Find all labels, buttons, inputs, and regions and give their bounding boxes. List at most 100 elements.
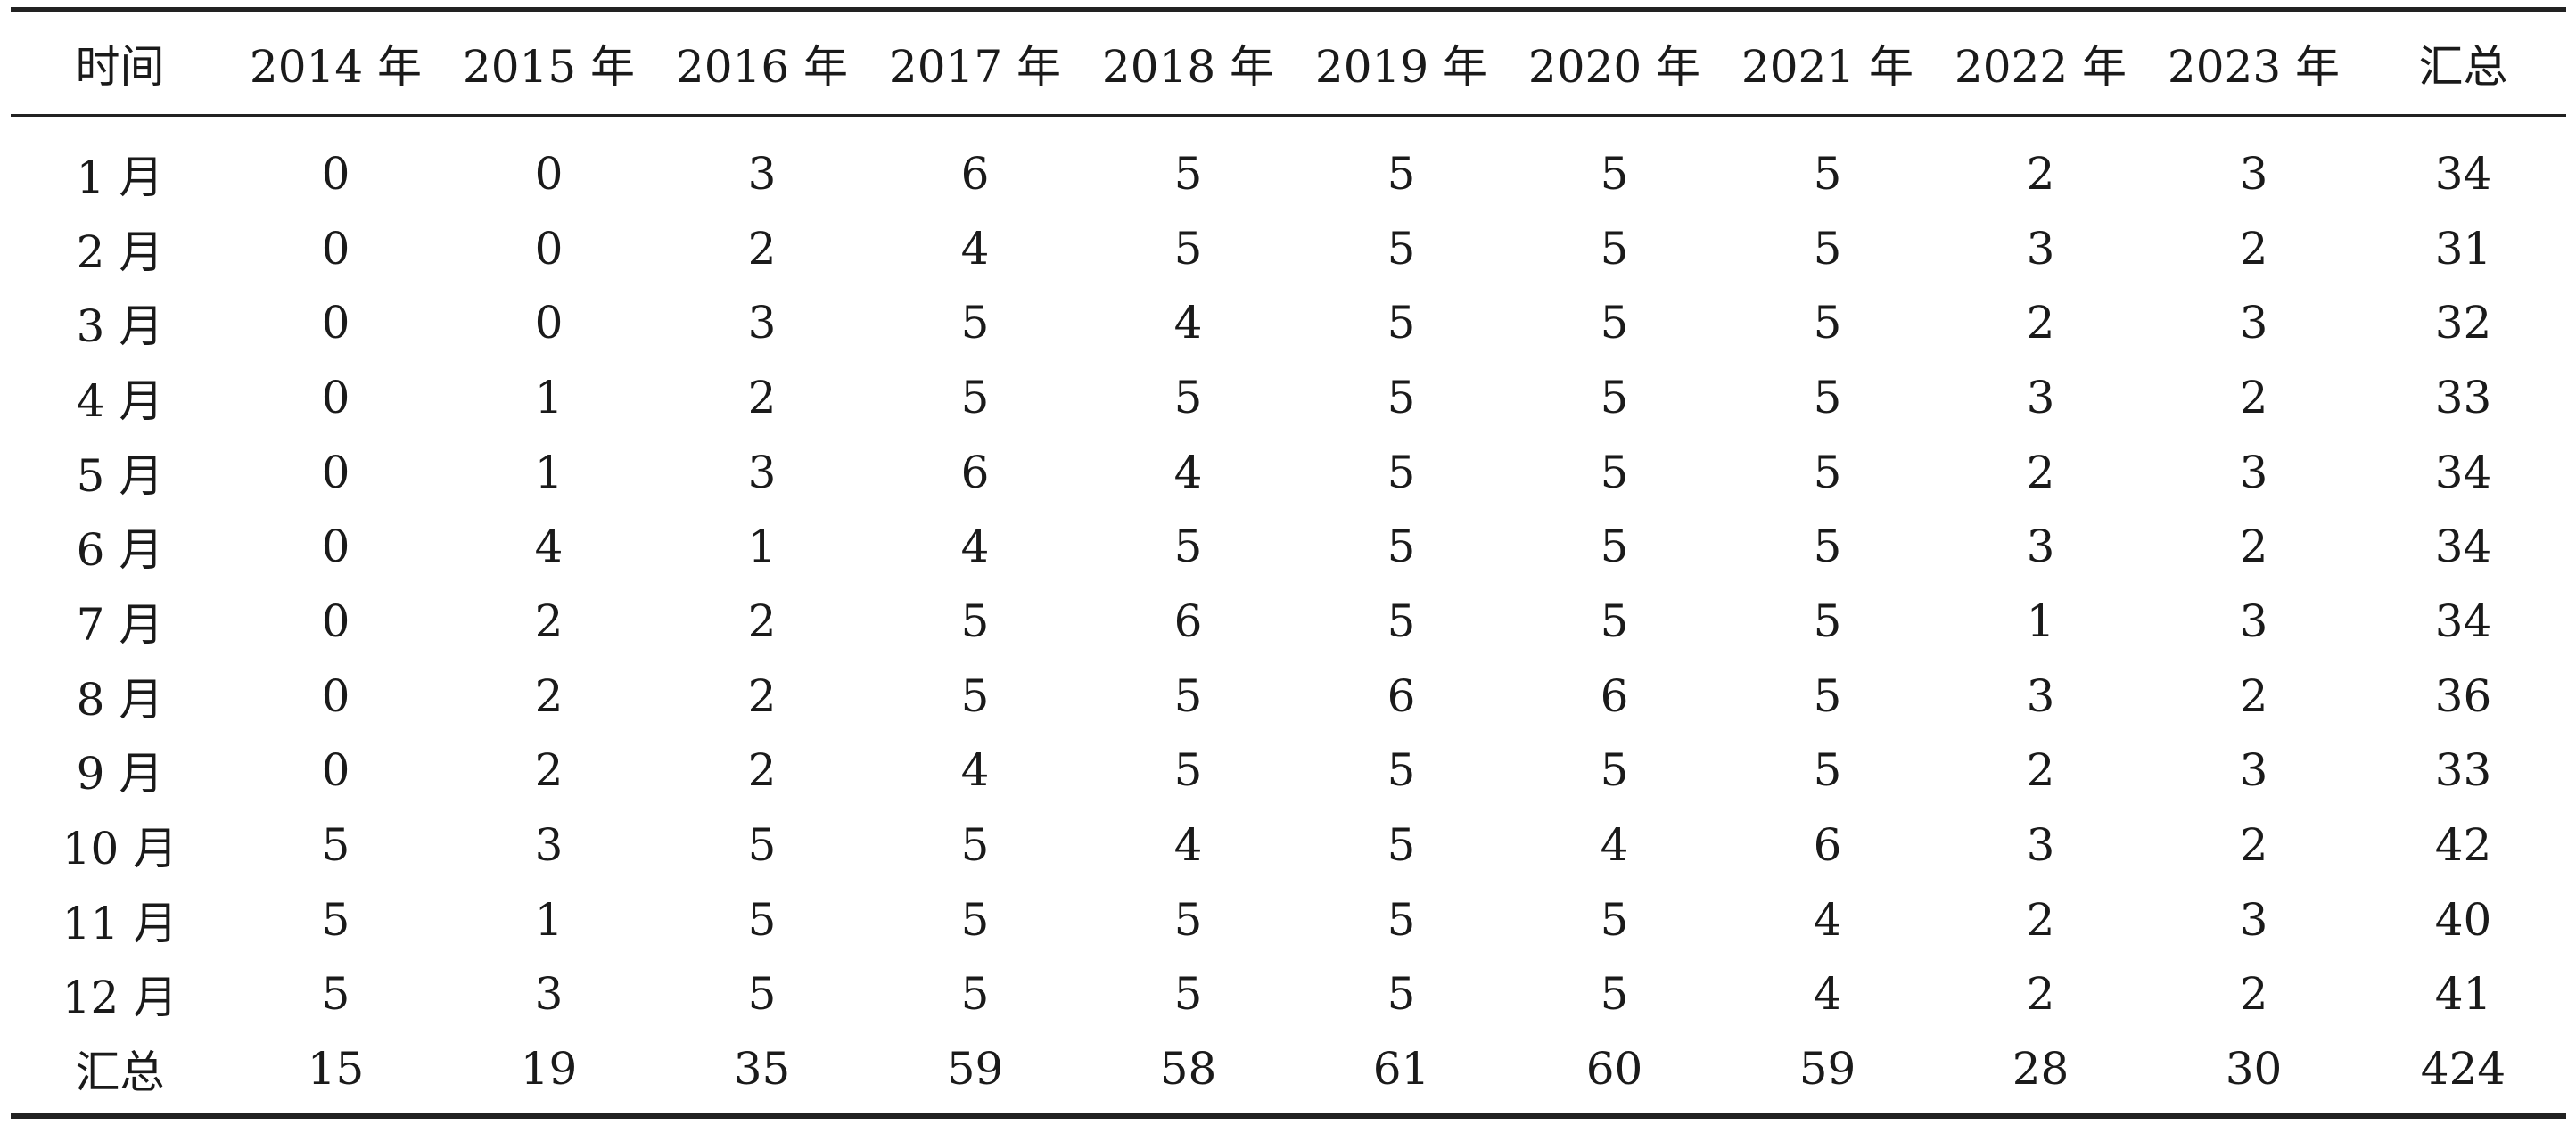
table-cell: 1 xyxy=(747,521,777,573)
table-cell: 2 xyxy=(747,669,777,722)
table-cell: 2 xyxy=(2026,744,2055,797)
table-cell: 5 xyxy=(1813,744,1842,797)
table-cell: 0 xyxy=(321,371,350,423)
column-header-year: 2019 年 xyxy=(1295,7,1508,117)
table-cell: 40 xyxy=(2434,893,2492,946)
table-cell: 5 xyxy=(1813,595,1842,647)
table-cell: 59 xyxy=(868,1031,1082,1119)
table-cell: 19 xyxy=(442,1031,655,1119)
table-cell: 1 xyxy=(2026,595,2055,647)
table-cell: 3 xyxy=(747,297,777,349)
table-cell: 0 xyxy=(321,744,350,797)
table-row: 11 月 5 1 5 5 5 5 5 4 2 3 40 xyxy=(11,882,2566,957)
table-cell: 1 xyxy=(534,371,564,423)
table-cell: 2 xyxy=(2026,893,2055,946)
row-label-cell: 7 月 xyxy=(76,598,164,651)
table-cell: 35 xyxy=(655,1031,868,1119)
table-cell: 0 xyxy=(321,147,350,200)
table-cell: 4 xyxy=(534,521,564,573)
table-cell: 4 xyxy=(1173,297,1203,349)
table-cell: 3 xyxy=(2026,371,2055,423)
table-row: 4 月 0 1 2 5 5 5 5 5 3 2 33 xyxy=(11,360,2566,435)
table-row: 6 月 0 4 1 4 5 5 5 5 3 2 34 xyxy=(11,509,2566,584)
table-cell: 6 xyxy=(1813,819,1842,872)
table-cell: 30 xyxy=(2147,1031,2360,1119)
table-cell: 5 xyxy=(1600,595,1629,647)
table-cell: 5 xyxy=(1600,222,1629,275)
table-cell: 5 xyxy=(1387,297,1416,349)
table-cell: 2 xyxy=(747,371,777,423)
table-cell: 5 xyxy=(960,669,990,722)
table-cell: 0 xyxy=(321,595,350,647)
table-cell: 5 xyxy=(1387,371,1416,423)
table-cell: 0 xyxy=(534,147,564,200)
table-cell: 41 xyxy=(2434,968,2492,1021)
row-label-cell: 3 月 xyxy=(76,300,164,353)
column-header-year: 2015 年 xyxy=(442,7,655,117)
table-cell: 5 xyxy=(747,893,777,946)
table-cell: 5 xyxy=(1387,446,1416,498)
table-cell: 3 xyxy=(2239,595,2268,647)
table-cell: 5 xyxy=(1387,893,1416,946)
column-header-year: 2017 年 xyxy=(868,7,1082,117)
row-label-cell: 5 月 xyxy=(76,449,164,502)
table-cell: 5 xyxy=(1813,446,1842,498)
row-label-cell: 8 月 xyxy=(76,673,164,726)
table-cell: 2 xyxy=(2026,968,2055,1021)
table-cell: 5 xyxy=(1600,297,1629,349)
table-cell: 5 xyxy=(1387,595,1416,647)
table-cell: 4 xyxy=(1173,446,1203,498)
monthly-count-table: 时间 2014 年 2015 年 2016 年 2017 年 2018 年 2019 年 20… xyxy=(11,7,2566,1119)
table-cell: 5 xyxy=(1813,297,1842,349)
table-cell: 0 xyxy=(534,222,564,275)
data-table-container: 时间 2014 年 2015 年 2016 年 2017 年 2018 年 2019 年 20… xyxy=(11,7,2566,1119)
table-cell: 3 xyxy=(2239,147,2268,200)
row-label-cell: 2 月 xyxy=(76,226,164,278)
table-cell: 2 xyxy=(747,222,777,275)
table-cell: 4 xyxy=(1813,968,1842,1021)
table-cell: 0 xyxy=(534,297,564,349)
table-cell: 3 xyxy=(534,819,564,872)
table-cell: 34 xyxy=(2434,521,2492,573)
table-cell: 5 xyxy=(1813,521,1842,573)
table-cell: 2 xyxy=(534,595,564,647)
table-row: 12 月 5 3 5 5 5 5 5 4 2 2 41 xyxy=(11,957,2566,1032)
table-cell: 5 xyxy=(1173,744,1203,797)
table-cell: 3 xyxy=(747,446,777,498)
table-cell: 5 xyxy=(1600,371,1629,423)
table-cell: 5 xyxy=(1387,521,1416,573)
table-cell: 2 xyxy=(2239,521,2268,573)
column-header-year: 2022 年 xyxy=(1934,7,2147,117)
table-cell: 3 xyxy=(2239,297,2268,349)
table-cell: 5 xyxy=(1387,819,1416,872)
column-header-year: 2018 年 xyxy=(1082,7,1295,117)
table-cell: 33 xyxy=(2434,371,2492,423)
table-cell: 1 xyxy=(534,446,564,498)
table-cell: 5 xyxy=(321,968,350,1021)
table-cell: 2 xyxy=(747,595,777,647)
table-cell: 3 xyxy=(2239,446,2268,498)
table-cell: 5 xyxy=(1813,669,1842,722)
table-cell: 61 xyxy=(1295,1031,1508,1119)
table-cell: 3 xyxy=(2026,819,2055,872)
table-row-total: 汇总 15 19 35 59 58 61 60 59 28 30 424 xyxy=(11,1031,2566,1119)
table-row: 7 月 0 2 2 5 6 5 5 5 1 3 34 xyxy=(11,584,2566,659)
table-cell: 33 xyxy=(2434,744,2492,797)
row-label-cell: 汇总 xyxy=(11,1031,229,1119)
table-header: 时间 2014 年 2015 年 2016 年 2017 年 2018 年 2019 年 20… xyxy=(11,7,2566,117)
table-cell: 424 xyxy=(2360,1031,2566,1119)
table-cell: 5 xyxy=(1173,521,1203,573)
table-cell: 4 xyxy=(1173,819,1203,872)
column-header-time: 时间 xyxy=(11,7,229,117)
table-cell: 5 xyxy=(321,893,350,946)
table-cell: 5 xyxy=(1600,147,1629,200)
row-label-cell: 1 月 xyxy=(76,151,164,203)
table-cell: 5 xyxy=(1600,446,1629,498)
table-cell: 3 xyxy=(534,968,564,1021)
table-cell: 3 xyxy=(2026,222,2055,275)
column-header-year: 2020 年 xyxy=(1508,7,1721,117)
table-cell: 5 xyxy=(960,371,990,423)
table-cell: 6 xyxy=(1600,669,1629,722)
table-cell: 2 xyxy=(2239,819,2268,872)
table-cell: 5 xyxy=(960,595,990,647)
